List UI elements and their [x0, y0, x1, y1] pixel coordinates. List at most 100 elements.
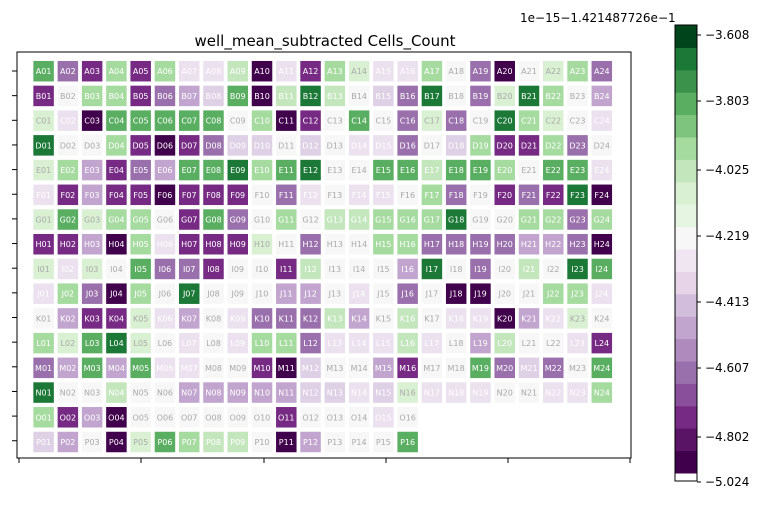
- well-label: B12: [303, 92, 319, 101]
- well-label: G12: [302, 216, 318, 225]
- well-label: G10: [254, 216, 270, 225]
- colorbar-segment: [675, 25, 697, 48]
- well-label: I23: [571, 265, 584, 274]
- well-cell: [178, 382, 200, 403]
- well-cell: [251, 233, 273, 255]
- well-label: M21: [520, 364, 537, 373]
- colorbar-segment: [675, 137, 697, 160]
- well-cell: [276, 233, 297, 255]
- well-cell: [276, 110, 297, 131]
- well-cell: [373, 258, 394, 280]
- well-cell: [397, 209, 418, 230]
- well-label: C12: [303, 117, 319, 126]
- well-label: E04: [109, 166, 124, 175]
- well-label: B09: [230, 92, 246, 101]
- well-label: D14: [351, 141, 367, 150]
- well-cell: [348, 283, 370, 304]
- well-cell: [543, 308, 564, 329]
- well-label: K18: [448, 314, 463, 323]
- well-label: H09: [230, 240, 246, 249]
- well-cell: [33, 407, 54, 428]
- well-label: A08: [206, 67, 222, 76]
- well-label: I08: [207, 265, 220, 274]
- well-label: M13: [326, 364, 343, 373]
- well-label: J17: [425, 290, 439, 299]
- well-label: P11: [279, 438, 294, 447]
- well-cell: [543, 209, 564, 230]
- well-label: N09: [230, 389, 246, 398]
- well-cell: [300, 308, 321, 329]
- well-cell: [130, 209, 151, 230]
- well-cell: [106, 357, 127, 379]
- well-cell: [518, 184, 540, 206]
- well-label: H12: [302, 240, 318, 249]
- well-label: D04: [108, 141, 124, 150]
- colorbar-tick-label: −4.413: [705, 295, 749, 309]
- well-cell: [421, 159, 443, 181]
- well-label: N19: [472, 389, 488, 398]
- well-label: D21: [521, 141, 537, 150]
- well-cell: [567, 382, 588, 403]
- well-label: L16: [400, 339, 415, 348]
- well-cell: [470, 209, 491, 230]
- well-label: G04: [108, 216, 124, 225]
- well-cell: [130, 382, 151, 403]
- well-label: A19: [473, 67, 489, 76]
- well-label: L24: [594, 339, 609, 348]
- well-label: C17: [424, 117, 440, 126]
- well-label: I12: [304, 265, 317, 274]
- well-cell: [33, 159, 54, 181]
- well-cell: [130, 159, 151, 181]
- well-label: A16: [400, 67, 416, 76]
- well-cell: [33, 135, 54, 156]
- well-cell: [81, 258, 103, 280]
- well-cell: [324, 357, 346, 379]
- well-label: K15: [376, 314, 391, 323]
- well-cell: [324, 85, 346, 107]
- well-cell: [421, 135, 443, 156]
- well-cell: [324, 431, 346, 453]
- well-label: J14: [352, 290, 366, 299]
- well-cell: [203, 159, 224, 181]
- well-cell: [178, 159, 200, 181]
- well-cell: [397, 159, 418, 181]
- well-cell: [276, 308, 297, 329]
- well-cell: [300, 382, 321, 403]
- well-cell: [178, 233, 200, 255]
- well-cell: [567, 233, 588, 255]
- well-cell: [397, 283, 418, 304]
- well-label: E09: [230, 166, 245, 175]
- well-cell: [543, 159, 564, 181]
- well-label: E08: [206, 166, 221, 175]
- well-cell: [203, 357, 224, 379]
- well-cell: [130, 110, 151, 131]
- well-label: M04: [108, 364, 125, 373]
- well-label: D13: [327, 141, 343, 150]
- well-label: N04: [108, 389, 124, 398]
- well-cell: [324, 159, 346, 181]
- well-label: G14: [351, 216, 367, 225]
- well-label: N11: [278, 389, 294, 398]
- well-label: O16: [399, 413, 415, 422]
- well-cell: [300, 184, 321, 206]
- well-label: A12: [303, 67, 319, 76]
- well-label: N18: [448, 389, 464, 398]
- well-label: J02: [61, 290, 75, 299]
- well-label: P08: [206, 438, 221, 447]
- well-cell: [81, 135, 103, 156]
- well-label: G17: [424, 216, 440, 225]
- colorbar-tick-label: −3.803: [705, 94, 749, 108]
- well-cell: [203, 258, 224, 280]
- well-cell: [154, 332, 176, 354]
- well-cell: [494, 85, 515, 107]
- well-label: K05: [133, 314, 148, 323]
- well-cell: [518, 308, 540, 329]
- colorbar-tick-label: −5.024: [705, 475, 749, 489]
- well-label: B14: [351, 92, 367, 101]
- well-label: E10: [254, 166, 269, 175]
- well-label: M12: [302, 364, 319, 373]
- well-cell: [591, 209, 613, 230]
- well-label: A22: [545, 67, 561, 76]
- well-label: M08: [205, 364, 222, 373]
- well-label: F03: [85, 191, 100, 200]
